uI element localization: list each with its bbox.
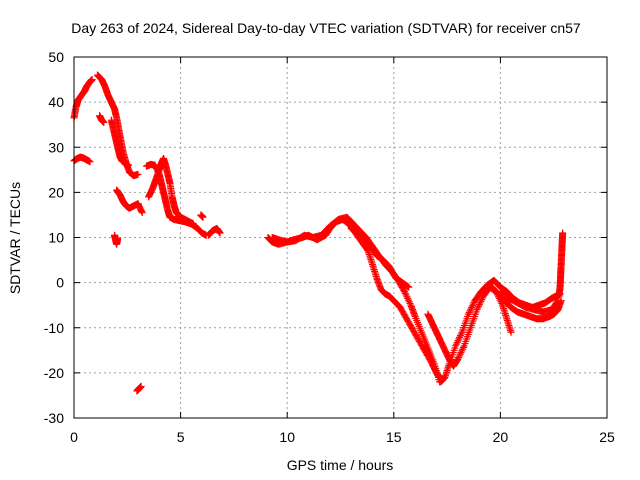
series-trace-t (555, 229, 567, 300)
data-point (199, 213, 207, 221)
data-point (473, 306, 481, 314)
data-point (401, 289, 409, 297)
chart-title: Day 263 of 2024, Sidereal Day-to-day VTE… (71, 20, 581, 36)
data-point (455, 335, 463, 343)
data-point (475, 302, 483, 310)
data-point (138, 209, 146, 217)
data-point (559, 229, 567, 237)
data-point (402, 291, 410, 299)
data-point (124, 161, 132, 169)
series-trace-n (268, 213, 444, 386)
data-point (404, 296, 412, 304)
data-point (100, 118, 108, 126)
data-point (456, 350, 464, 358)
y-tick-label: 50 (48, 49, 64, 65)
x-tick-label: 0 (70, 429, 78, 445)
series-trace-h (133, 382, 145, 395)
data-point (216, 229, 224, 237)
y-tick-label: 40 (48, 94, 64, 110)
data-point (468, 302, 476, 310)
series-trace-e (96, 112, 108, 126)
data-point (464, 310, 472, 318)
y-tick-label: 30 (48, 139, 64, 155)
y-tick-label: 0 (56, 275, 64, 291)
x-axis-title: GPS time / hours (287, 457, 394, 473)
series-trace-s (496, 288, 562, 316)
data-point (554, 297, 562, 305)
y-tick-label: -20 (44, 365, 64, 381)
x-tick-label: 15 (386, 429, 402, 445)
plot-frame (73, 56, 608, 419)
data-point (134, 170, 142, 178)
data-point (459, 345, 467, 353)
x-tick-label: 10 (279, 429, 295, 445)
data-point (404, 294, 412, 302)
data-point (400, 286, 408, 294)
data-point (456, 332, 464, 340)
series-trace-g (113, 186, 146, 217)
y-axis-title: SDTVAR / TECUs (7, 182, 23, 294)
data-point (478, 296, 486, 304)
data-point (452, 342, 460, 350)
data-point (400, 288, 408, 296)
data-point (475, 301, 483, 309)
data-point (467, 305, 475, 313)
data-points (70, 71, 567, 395)
data-point (466, 307, 474, 315)
data-point (465, 309, 473, 317)
data-point (469, 300, 477, 308)
data-point (453, 338, 461, 346)
data-point (457, 330, 465, 338)
data-point (507, 328, 515, 336)
series-trace-f (111, 231, 122, 248)
data-point (114, 234, 122, 242)
data-point (452, 340, 460, 348)
data-point (477, 297, 485, 305)
data-point (459, 343, 467, 351)
data-point (454, 337, 462, 345)
data-point (468, 303, 476, 311)
series-trace-b (70, 153, 94, 166)
data-point (455, 352, 463, 360)
data-point (456, 333, 464, 341)
series-trace-d (107, 116, 132, 169)
x-tick-label: 20 (493, 429, 509, 445)
data-point (88, 76, 96, 84)
data-point (457, 349, 465, 357)
data-point (405, 283, 413, 291)
data-point (403, 293, 411, 301)
data-point (476, 299, 484, 307)
data-point (86, 158, 94, 166)
data-point (406, 299, 414, 307)
data-point (458, 347, 466, 355)
data-point (137, 382, 145, 390)
y-tick-label: 20 (48, 184, 64, 200)
data-point (405, 298, 413, 306)
y-tick-label: -30 (44, 410, 64, 426)
y-tick-label: -10 (44, 320, 64, 336)
grid-lines (74, 57, 607, 418)
data-point (455, 354, 463, 362)
series-trace-c (93, 71, 142, 180)
x-tick-label: 5 (177, 429, 185, 445)
series-trace-o (347, 224, 413, 291)
y-tick-label: 10 (48, 230, 64, 246)
series-trace-l (197, 211, 207, 221)
tick-labels: 0 5 10 15 20 25 -30 -20 -10 0 10 20 30 40 50 (44, 49, 615, 445)
series-trace-k (204, 224, 224, 239)
data-point (474, 304, 482, 312)
x-tick-label: 25 (599, 429, 615, 445)
data-point (553, 298, 561, 306)
data-point (454, 355, 462, 363)
